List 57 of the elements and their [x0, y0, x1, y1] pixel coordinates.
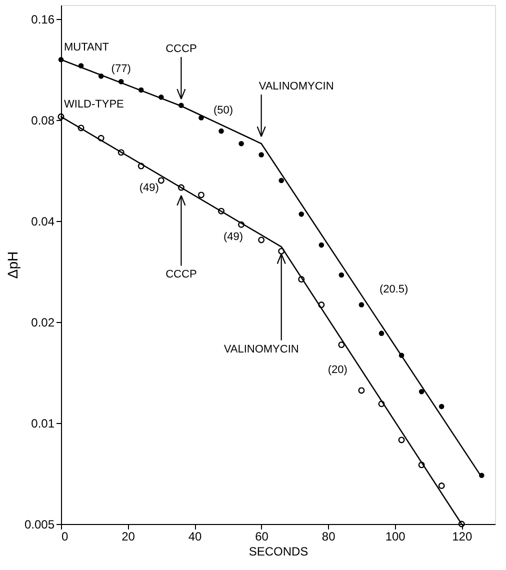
- point: [318, 242, 324, 248]
- y-tick-label: 0.16: [31, 12, 55, 26]
- x-tick-label: 120: [452, 530, 472, 544]
- point: [278, 248, 285, 254]
- x-axis-title: SECONDS: [248, 544, 308, 558]
- point: [78, 124, 84, 132]
- point: [118, 149, 124, 156]
- point: [358, 302, 364, 308]
- annotation: VALINOMYCIN: [258, 80, 334, 93]
- y-tick-label: 0.01: [31, 416, 55, 430]
- x-tick-label: 20: [122, 530, 136, 544]
- point: [298, 212, 304, 217]
- y-tick-label: 0.02: [31, 315, 55, 330]
- series-label: WILD-TYPE: [64, 98, 124, 111]
- y-tick-label: 0.08: [31, 113, 55, 128]
- annotation: (49): [223, 231, 244, 244]
- point: [238, 221, 245, 228]
- annotation: CCCP: [166, 42, 197, 55]
- point: [258, 152, 264, 158]
- point: [438, 404, 444, 410]
- annotation: (49): [139, 182, 159, 194]
- annotation: (20): [328, 364, 348, 376]
- point: [318, 302, 325, 308]
- annotation: (50): [213, 104, 234, 117]
- point: [158, 177, 164, 184]
- point: [178, 184, 184, 191]
- x-tick-label: 100: [385, 530, 406, 544]
- point: [238, 140, 244, 146]
- point: [338, 272, 344, 278]
- annotation: (77): [111, 62, 131, 75]
- point: [258, 236, 265, 244]
- annotation: CCCP: [166, 268, 197, 281]
- x-tick-label: 40: [188, 530, 202, 544]
- point: [198, 192, 204, 198]
- annotation: VALINOMYCIN: [224, 343, 299, 356]
- x-tick-label: 0: [62, 530, 68, 544]
- x-tick-label: 80: [322, 530, 336, 544]
- annotation: (20.5): [379, 283, 408, 296]
- point: [218, 208, 224, 214]
- point: [98, 134, 104, 142]
- point: [418, 388, 424, 394]
- point: [438, 482, 445, 490]
- point: [378, 400, 385, 408]
- point: [358, 387, 365, 394]
- point: [338, 342, 345, 348]
- y-axis-title: ΔpH: [4, 251, 20, 279]
- point: [298, 276, 305, 283]
- point: [138, 162, 144, 170]
- point: [418, 462, 425, 468]
- point: [398, 436, 405, 444]
- series-label: MUTANT: [64, 42, 110, 54]
- point: [218, 128, 224, 134]
- y-tick-label: 0.005: [24, 518, 55, 532]
- x-tick-label: 60: [255, 530, 269, 544]
- point: [378, 330, 384, 336]
- y-tick-label: 0.04: [31, 214, 55, 228]
- point: [278, 178, 284, 184]
